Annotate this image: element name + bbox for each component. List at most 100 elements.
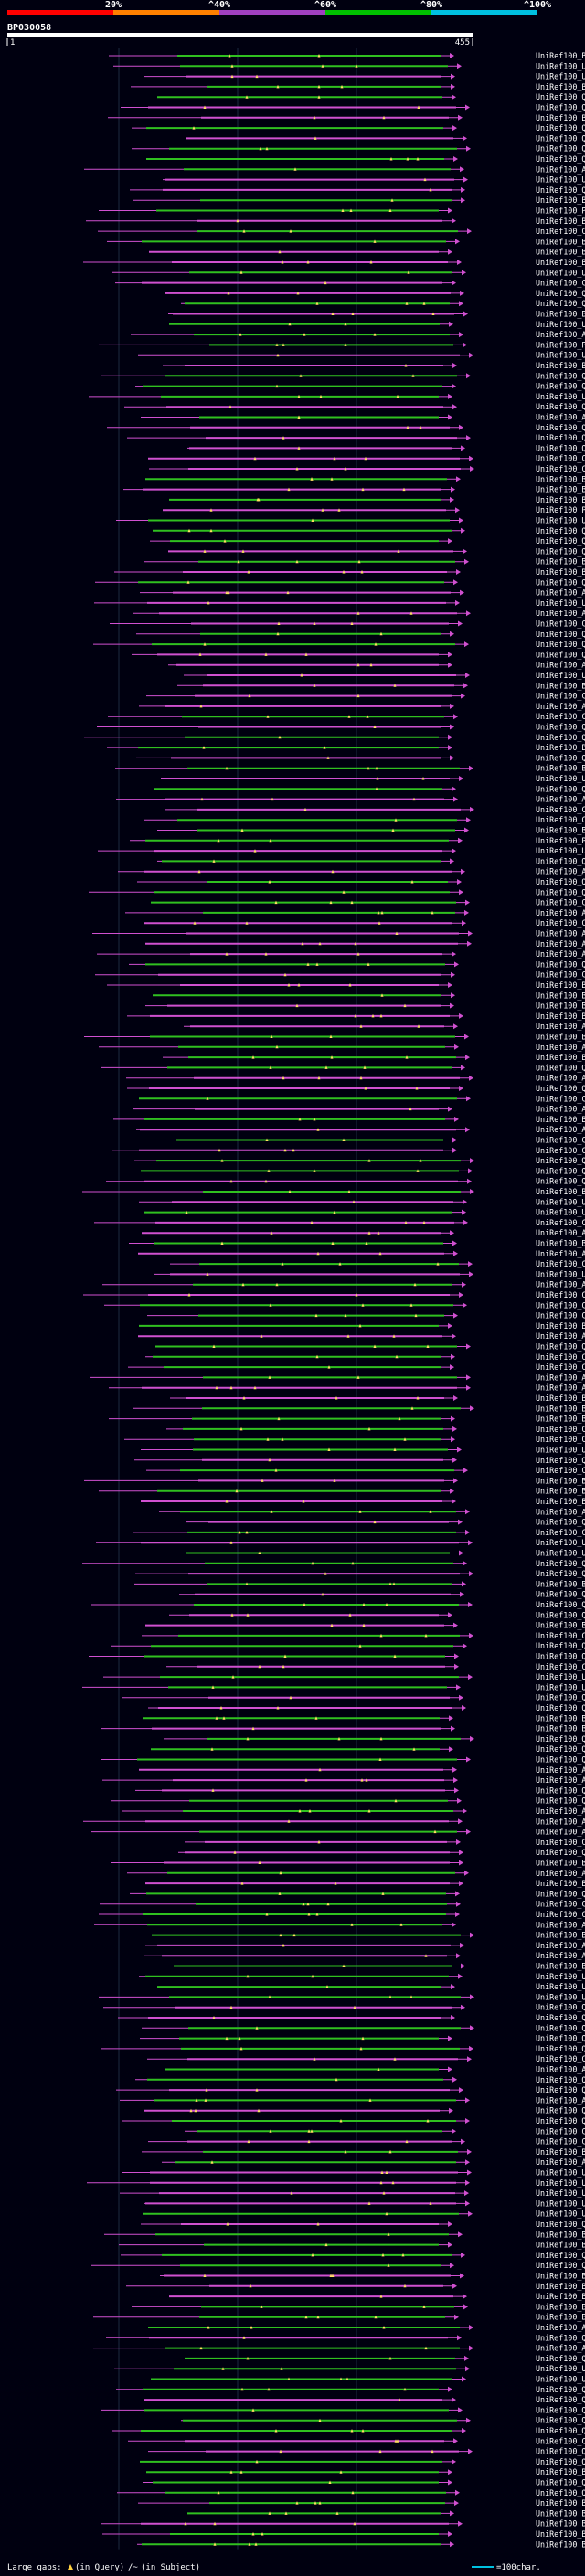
hit-label[interactable]: UniRef100_B7G5I1 [536, 82, 585, 91]
hit-row[interactable]: UniRef100_Q7XM66 [148, 1703, 585, 1712]
hit-row[interactable]: UniRef100_C1FED3 [144, 918, 585, 928]
hit-row[interactable]: UniRef100_C3ZGM4 [110, 620, 585, 629]
hit-label[interactable]: UniRef100_A6R2V4 [536, 1817, 585, 1826]
hit-row[interactable]: UniRef100_B7QB2R [132, 2302, 585, 2311]
hit-row[interactable]: UniRef100_Q5IDQ3 [103, 2003, 585, 2012]
hit-row[interactable]: UniRef100_Q9Q085 [129, 959, 585, 969]
hit-row[interactable]: UniRef100_Q1AID0 [118, 2013, 585, 2022]
hit-label[interactable]: UniRef100_C9ZQH3 [536, 1352, 585, 1362]
hit-label[interactable]: UniRef100_B7Q634 [536, 2272, 585, 2281]
hit-row[interactable]: UniRef100_UP1000... [139, 1972, 585, 1981]
hit-row[interactable]: UniRef100_P21997 [99, 340, 585, 349]
hit-row[interactable]: UniRef100_Q53W23 [112, 2426, 585, 2435]
hit-label[interactable]: UniRef100_Q41120 [536, 2106, 585, 2115]
hit-row[interactable]: UniRef100_C3LEL9 [108, 712, 585, 721]
hit-label[interactable]: UniRef100_C5NKF6 [536, 1362, 585, 1372]
hit-label[interactable]: UniRef100_Q5VRD2 [536, 2416, 585, 2425]
hit-label[interactable]: UniRef100_P12978 [536, 836, 585, 845]
hit-row[interactable]: UniRef100_Q9SBM1 [130, 186, 585, 195]
hit-row[interactable]: UniRef100_C4L3T8 [98, 227, 585, 236]
hit-row[interactable]: UniRef100_B7PU51 [177, 681, 585, 690]
hit-row[interactable]: UniRef100_A7Q0Q2 [142, 1228, 585, 1237]
hit-row[interactable]: UniRef100_Q01943 [91, 1600, 585, 1609]
hit-label[interactable]: UniRef100_C3ZGM4 [536, 620, 585, 629]
hit-row[interactable]: UniRef100_C1E4Y1 [147, 2054, 585, 2063]
hit-row[interactable]: UniRef100_A6JFD4 [138, 1331, 585, 1341]
hit-row[interactable]: UniRef100_C1M5D9 [104, 1300, 585, 1309]
hit-row[interactable]: UniRef100_B7P504 [133, 1404, 585, 1413]
hit-label[interactable]: UniRef100_C1FED3 [536, 918, 585, 928]
hit-row[interactable]: UniRef100_Q5VRD2 [181, 2416, 585, 2425]
hit-label[interactable]: UniRef100_C1E755 [536, 1311, 585, 1320]
hit-row[interactable]: UniRef100_A6MYC3 [140, 588, 585, 598]
hit-label[interactable]: UniRef100_UP1000... [536, 320, 585, 329]
hit-label[interactable]: UniRef100_UP1000... [536, 516, 585, 525]
hit-label[interactable]: UniRef100_C1E9X3 [536, 2137, 585, 2147]
hit-label[interactable]: UniRef100_UP1000... [536, 2168, 585, 2178]
hit-row[interactable]: UniRef100_Q8AZL0 [89, 1652, 585, 1661]
hit-label[interactable]: UniRef100_Q09082 [536, 1166, 585, 1175]
hit-row[interactable]: UniRef100_B7PC86 [114, 567, 585, 577]
hit-label[interactable]: UniRef100_Q5WKP3 [536, 2354, 585, 2363]
hit-row[interactable]: UniRef100_B9MFT7 [107, 743, 585, 752]
hit-row[interactable]: UniRef100_C4B111 [112, 1146, 585, 1155]
hit-row[interactable]: UniRef100_Q1GM7 [95, 578, 585, 587]
hit-label[interactable]: UniRef100_B9AA18 [536, 991, 585, 1000]
hit-label[interactable]: UniRef100_A9U4G8 [536, 1941, 585, 1950]
hit-label[interactable]: UniRef100_Q9T0K5 [536, 887, 585, 896]
hit-label[interactable]: UniRef100_C1IS34 [536, 1631, 585, 1640]
hit-label[interactable]: UniRef100_Q9LUJ1 [536, 103, 585, 112]
hit-label[interactable]: UniRef100_B7Q9F8 [536, 2282, 585, 2291]
hit-row[interactable]: UniRef100_B3SYC5 [123, 485, 585, 494]
hit-row[interactable]: UniRef100_UP1000... [116, 516, 585, 525]
hit-label[interactable]: UniRef100_B7QE44 [536, 310, 585, 319]
hit-label[interactable]: UniRef100_B4HMD1 [536, 1497, 585, 1506]
hit-label[interactable]: UniRef100_Q20666 [536, 2220, 585, 2229]
hit-label[interactable]: UniRef100_A1DL75 [536, 1869, 585, 1878]
hit-label[interactable]: UniRef100_B8KMF7 [536, 2230, 585, 2239]
hit-label[interactable]: UniRef100_B9SFN4 [536, 1115, 585, 1124]
hit-label[interactable]: UniRef100_A7SQL4 [536, 1125, 585, 1134]
hit-label[interactable]: UniRef100_A9YWI4 [536, 413, 585, 422]
hit-row[interactable]: UniRef100_A6YW8 [97, 949, 585, 959]
hit-row[interactable]: UniRef100_Q01159 [136, 753, 585, 762]
hit-label[interactable]: UniRef100_B7PDJ6 [536, 2313, 585, 2322]
hit-row[interactable]: UniRef100_A6UKC7 [139, 702, 585, 711]
hit-row[interactable]: UniRef100_B7QLZ6 [145, 1879, 585, 1888]
hit-row[interactable]: UniRef100_Q2Q968 [117, 2488, 585, 2497]
hit-row[interactable]: UniRef100_UP1000... [138, 1549, 585, 1558]
hit-label[interactable]: UniRef100_Q4T5V7 [536, 2395, 585, 2404]
hit-label[interactable]: UniRef100_P21997 [536, 340, 585, 349]
hit-label[interactable]: UniRef100_B9SMV7 [536, 981, 585, 990]
hit-row[interactable]: UniRef100_A9NRF1 [94, 1920, 585, 1929]
hit-row[interactable]: UniRef100_Q8LAB5 [132, 123, 585, 133]
hit-label[interactable]: UniRef100_Q4A277 [536, 1590, 585, 1599]
hit-label[interactable]: UniRef100_C7VUT1 [536, 1425, 585, 1434]
hit-row[interactable]: UniRef100_C5WPK9 [148, 454, 585, 463]
hit-label[interactable]: UniRef100_A4NQ15 [536, 1951, 585, 1960]
hit-row[interactable]: UniRef100_Q3MC83 [107, 423, 585, 432]
hit-label[interactable]: UniRef100_Q1GM7 [536, 578, 585, 587]
hit-row[interactable]: UniRef100_Q3MTK5 [146, 154, 585, 164]
hit-label[interactable]: UniRef100_UP1000... [536, 72, 585, 81]
hit-label[interactable]: UniRef100_C1M5D9 [536, 1300, 585, 1309]
hit-label[interactable]: UniRef100_Q94BY6 [536, 640, 585, 649]
hit-row[interactable]: UniRef100_UP1000... [87, 2178, 585, 2188]
hit-label[interactable]: UniRef100_Q9ABH7 [536, 526, 585, 535]
hit-label[interactable]: UniRef100_C4B111 [536, 1146, 585, 1155]
hit-row[interactable]: UniRef100_UP1000... [151, 2375, 585, 2384]
hit-row[interactable]: UniRef100_Q0Q027 [116, 2385, 585, 2394]
hit-label[interactable]: UniRef100_C3Y5Z7 [536, 1662, 585, 1671]
hit-row[interactable]: UniRef100_Q4A2B5 [187, 443, 585, 452]
hit-label[interactable]: UniRef100_A4S6S3 [536, 908, 585, 917]
hit-label[interactable]: UniRef100_Q2N322 [536, 1744, 585, 1754]
hit-row[interactable]: UniRef100_Q3MTL4 [135, 382, 585, 391]
hit-row[interactable]: UniRef100_UP1000... [139, 1197, 585, 1206]
hit-label[interactable]: UniRef100_A4E3Y6 [536, 1776, 585, 1785]
hit-label[interactable]: UniRef100_UP1000... [536, 2199, 585, 2208]
hit-row[interactable]: UniRef100_Q9GV57 [101, 1755, 585, 1765]
hit-row[interactable]: UniRef100_Q4A263 [135, 1569, 585, 1578]
hit-label[interactable]: UniRef100_B7QB2R [536, 2302, 585, 2311]
hit-label[interactable]: UniRef100_C1DA37 [536, 279, 585, 288]
hit-row[interactable]: UniRef100_C4LYP5 [185, 2126, 585, 2136]
